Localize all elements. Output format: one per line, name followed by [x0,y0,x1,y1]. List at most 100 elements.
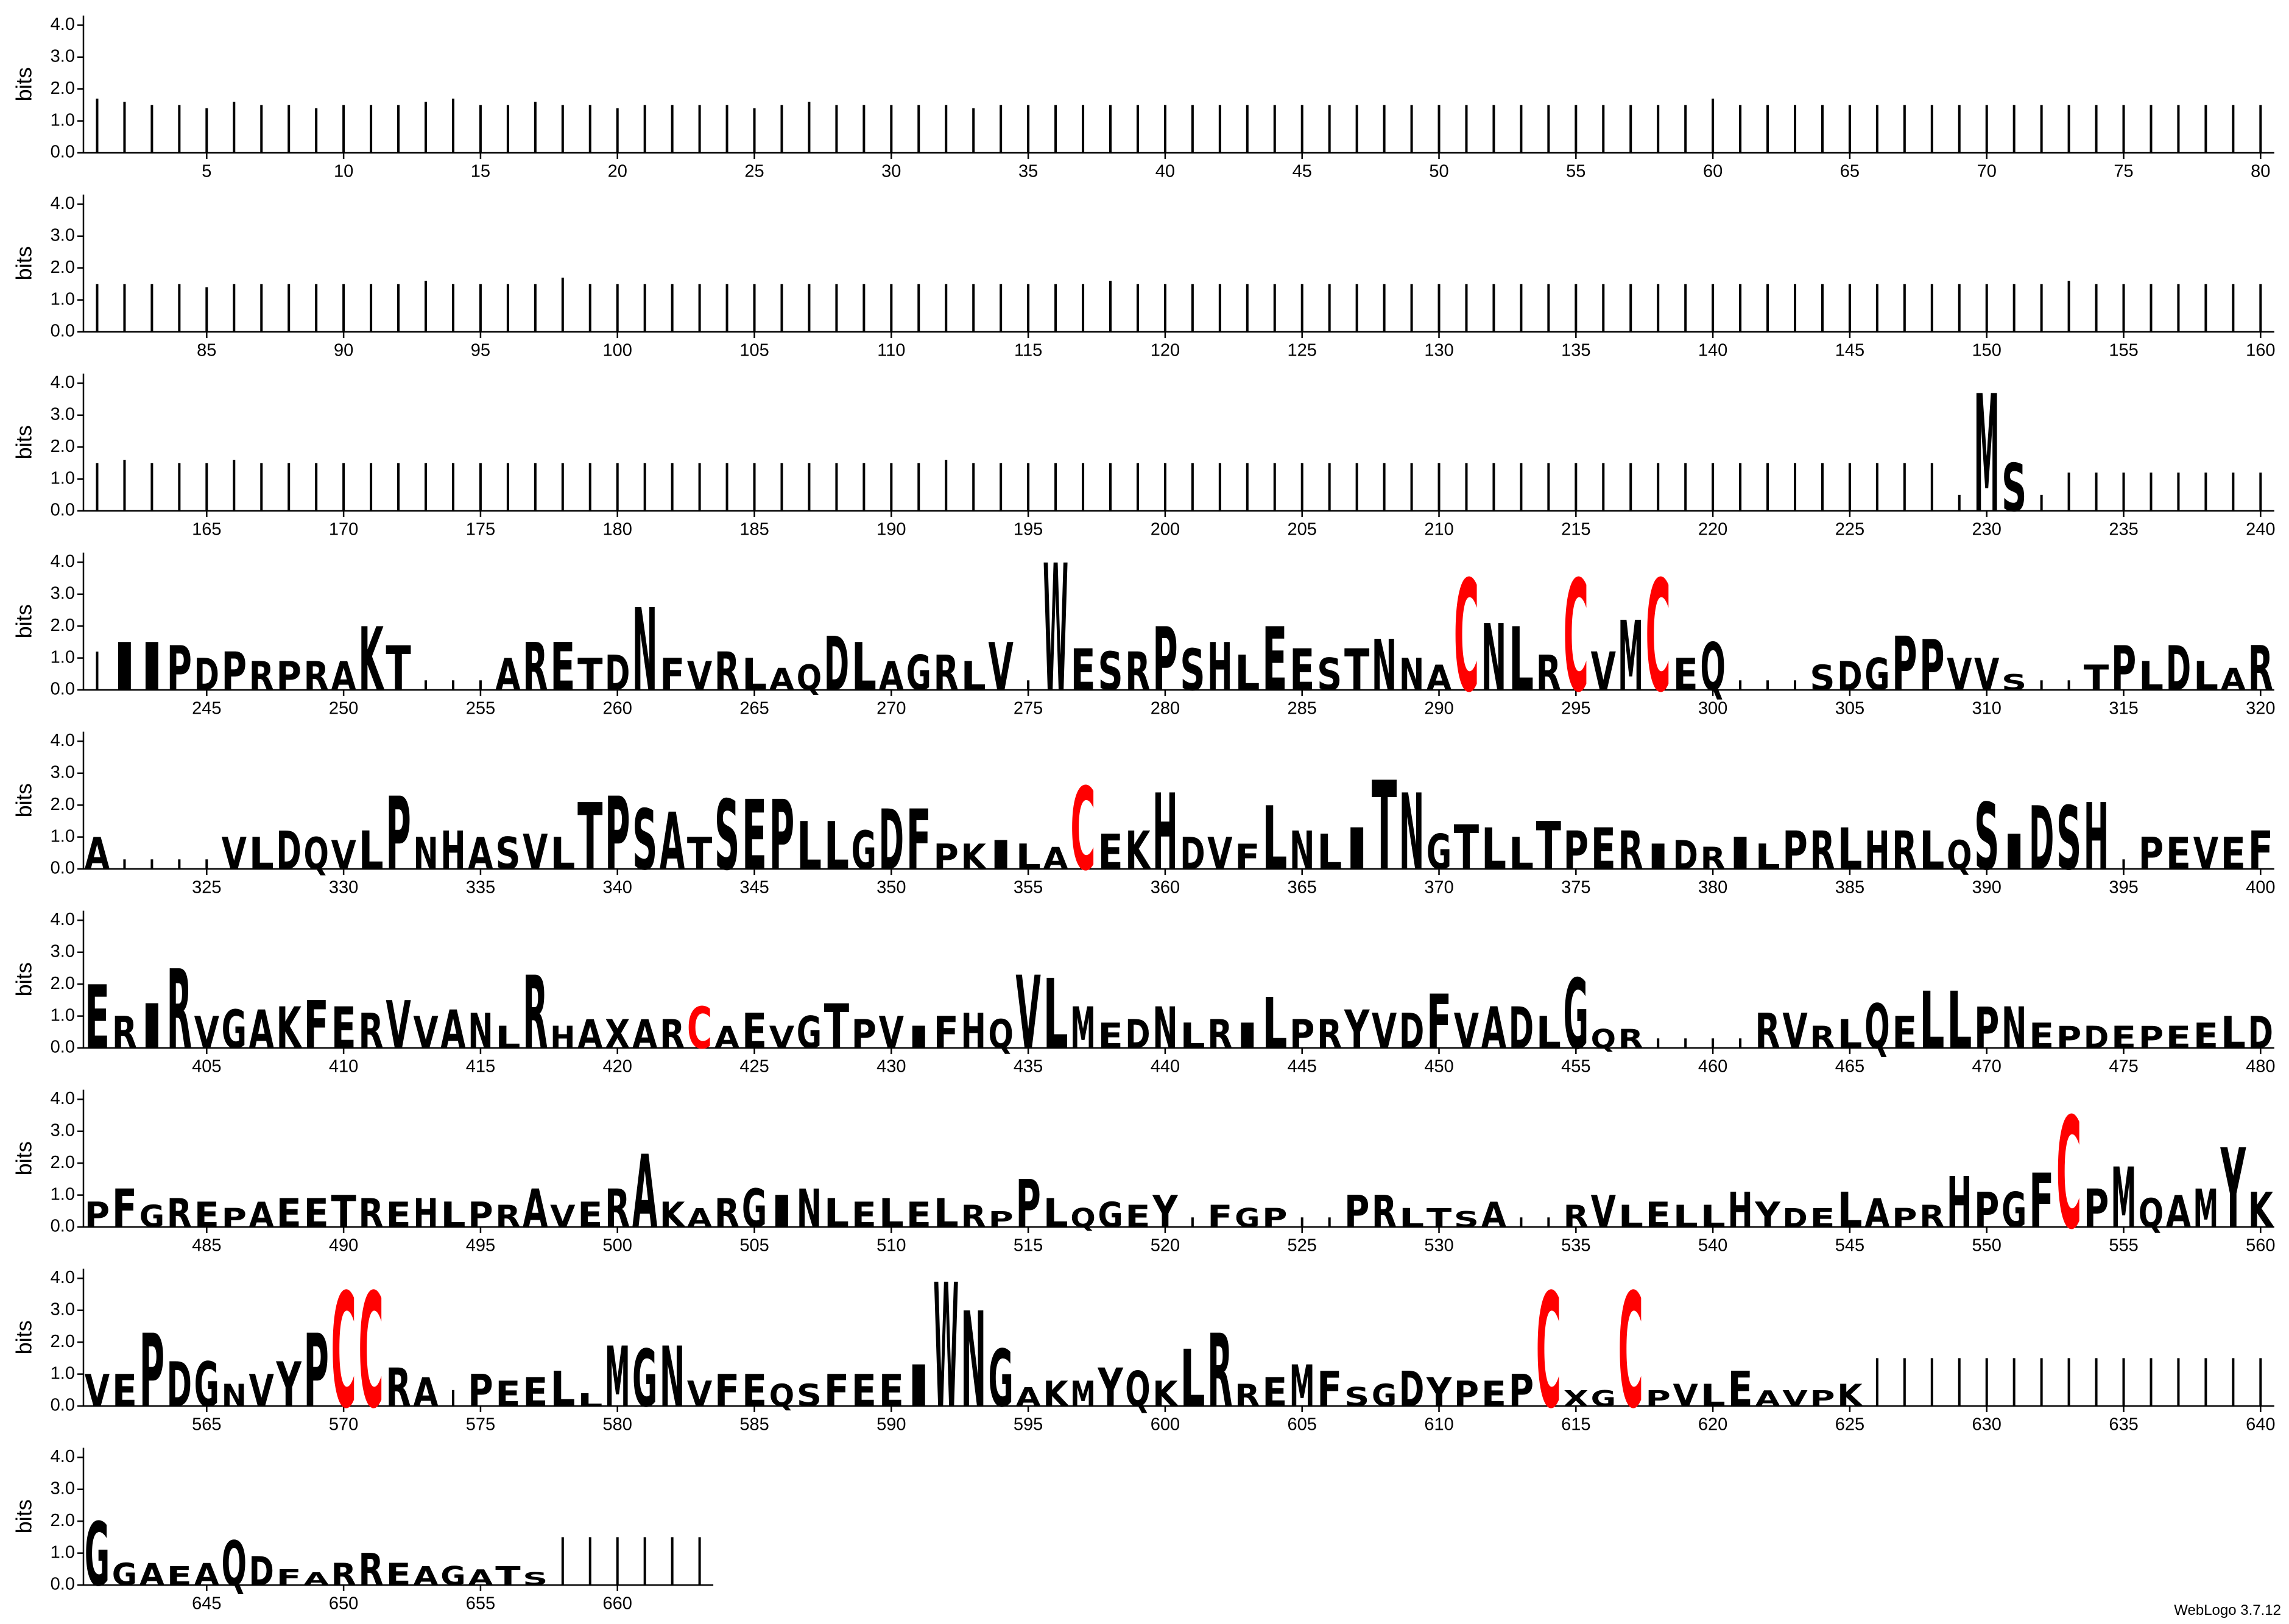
stack-line [260,284,263,332]
letter-stack: Q [769,1378,794,1413]
stack-line [123,102,126,153]
letter-stack: P [1289,1011,1314,1057]
letter-stack: V [1974,649,1999,700]
letter-stack: X [1564,1386,1589,1411]
letter-stack: F [1235,837,1260,877]
letter-stack: Q [1700,630,1725,706]
letter-stack: K [1043,1374,1069,1415]
letter-stack: V [331,832,356,878]
letter-stack: T [495,1561,521,1592]
logo-row: bits 0.0 1.0 2.0 3.0 4.0 5 10 15 20 25 30 35 40 45 50 55… [12,15,2274,181]
stack-line [2259,105,2262,153]
y-tick-label: 3.0 [51,1299,75,1319]
letter-stack: A [194,1557,219,1592]
stack-line [1082,463,1085,511]
letter-stack: V [1015,955,1040,1072]
letter-stack: I [139,630,164,706]
letter-stack: R [167,947,192,1074]
letter-stack: G [112,1557,137,1592]
stack-line [287,463,291,511]
letter-stack: L [1481,816,1506,882]
letter-stack: M [605,1330,630,1427]
y-tick-label: 1.0 [51,647,75,667]
x-tick-label: 495 [466,1236,495,1256]
y-axis-label: bits [12,246,37,280]
letter-stack: L [1837,1011,1862,1057]
letter-stack: H [413,1190,438,1236]
letter-stack: N [660,1330,685,1427]
letter-stack: R [714,642,739,703]
letter-stack: F [1207,1199,1232,1234]
y-tick-label: 4.0 [51,731,75,750]
stack-line [1602,284,1605,332]
letter-stack: R [1919,1199,1944,1234]
stack-line [150,463,153,511]
x-tick-label: 165 [192,520,221,540]
stack-line [2122,1358,2125,1406]
stack-line [1657,1038,1660,1048]
y-tick-label: 0.0 [51,859,75,878]
stack-line [451,284,454,332]
stack-line [534,463,537,511]
x-tick-label: 30 [881,162,901,181]
letter-stack: N [1289,821,1314,882]
stack-line [1712,1038,1715,1048]
stack-line [1930,284,1933,332]
letter-stack: L [2139,653,2164,699]
stack-line [561,1537,564,1585]
x-tick-label: 305 [1835,699,1864,719]
letter-stack: P [468,1365,493,1416]
letter-stack: P [1646,1386,1671,1411]
letter-stack: D [879,793,904,890]
letter-stack: L [1618,1199,1643,1234]
x-tick-label: 145 [1835,341,1864,360]
letter-stack: G [797,1007,822,1058]
x-tick-label: 185 [739,520,769,540]
letter-stack: P [2139,828,2164,879]
x-tick-label: 105 [739,341,769,360]
letter-stack: E [742,1365,767,1416]
y-tick-label: 0.0 [51,322,75,341]
x-tick-label: 295 [1561,699,1590,719]
letter-stack: E [577,1195,602,1236]
y-tick-label: 4.0 [51,15,75,34]
stack-line [1136,284,1139,332]
letter-stack: A [1427,658,1451,698]
x-tick-label: 40 [1155,162,1175,181]
y-tick-label: 4.0 [51,194,75,213]
letter-stack: S [2002,670,2026,695]
stack-line [1547,1217,1550,1227]
stack-line [917,105,920,153]
letter-stack: T [1454,812,1479,884]
letter-stack: Y [1098,1358,1124,1419]
y-axis-label: bits [12,425,37,459]
letter-stack: G [1372,1378,1397,1413]
letter-stack: A [303,1569,328,1589]
letter-stack: I [1727,828,1752,879]
letter-stack: D [2029,789,2054,890]
letter-stack: V [1673,1378,1698,1413]
letter-stack: R [2248,633,2273,705]
stack-line [2177,1358,2180,1406]
letter-stack: P [769,780,794,892]
x-tick-label: 550 [1972,1236,2002,1256]
letter-stack: M [1070,995,1095,1061]
stack-line [1547,105,1550,153]
x-tick-label: 330 [329,878,358,898]
letter-stack: N [413,828,438,879]
stack-line [1848,284,1851,332]
logo-row: bits 0.0 1.0 2.0 3.0 4.0 245 250 255 260 265 270 275… [12,527,2276,731]
stack-line [150,859,153,869]
letter-stack: A [413,1561,439,1592]
x-tick-label: 150 [1972,341,2002,360]
stack-line [2040,1358,2043,1406]
letter-stack: P [1782,821,1807,882]
stack-line [1684,105,1687,153]
stack-line [725,284,728,332]
x-tick-label: 90 [334,341,353,360]
stack-line [96,463,99,511]
stack-line [205,108,208,153]
stack-line [1657,284,1660,332]
stack-line [1958,494,1961,511]
letter-stack: A [632,1134,657,1251]
